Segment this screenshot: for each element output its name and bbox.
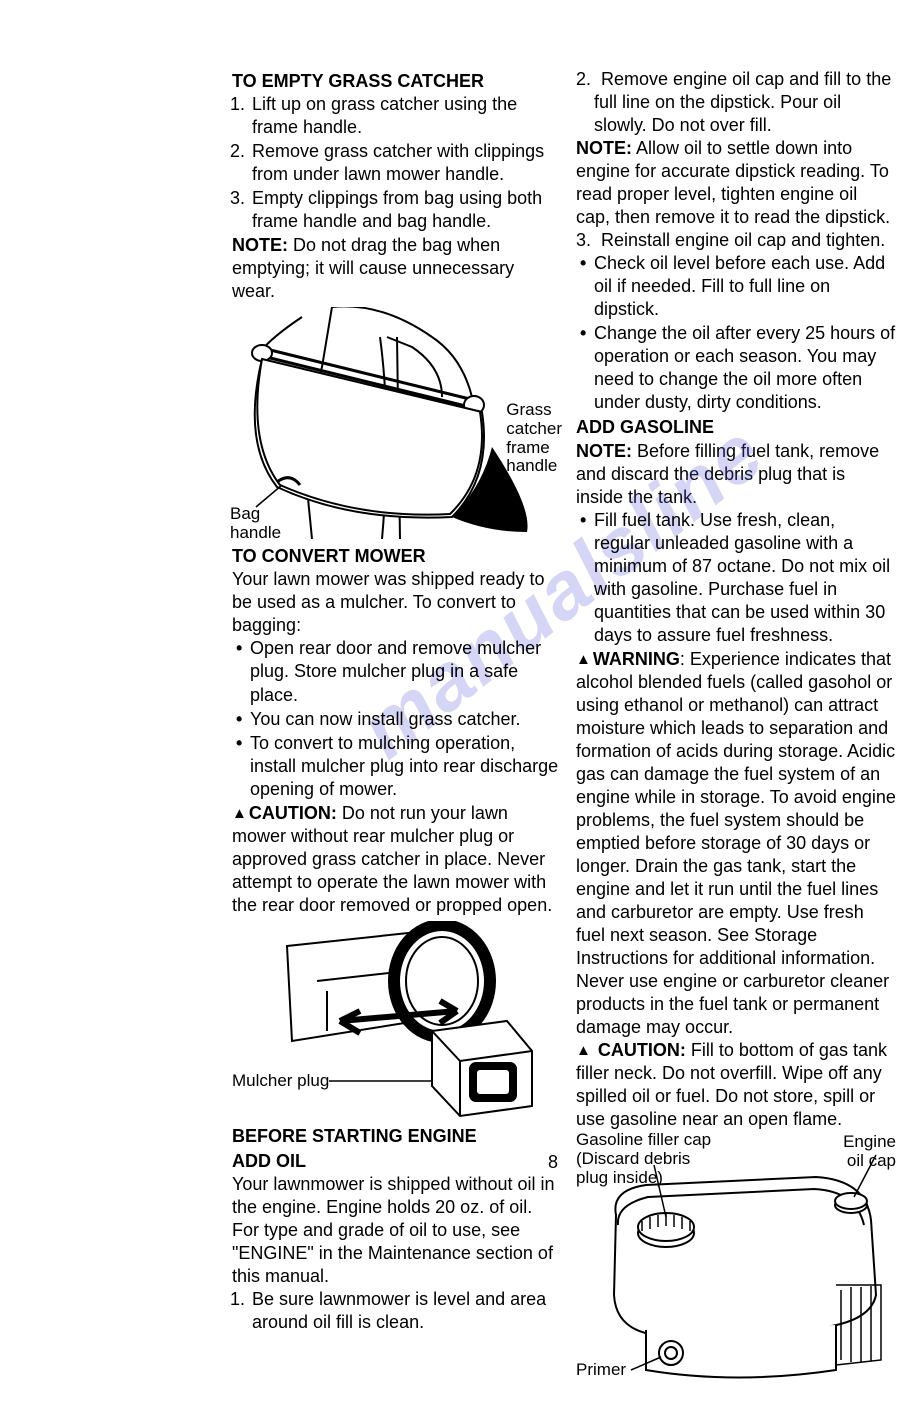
step-text: Remove engine oil cap and fill to the fu… [594,69,891,135]
list-item: Change the oil after every 25 hours of o… [576,322,896,414]
figure-mulcher-plug: Mulcher plug [232,921,560,1119]
step-num: 3. [576,230,591,250]
note-label: NOTE: [232,235,288,255]
figure-engine: Gasoline filler cap (Discard debris plug… [576,1135,896,1385]
list-item: Check oil level before each use. Add oil… [576,252,896,321]
page-number: 8 [548,1151,558,1174]
list-item: To convert to mulching operation, instal… [232,732,560,801]
label-primer: Primer [576,1361,626,1380]
gasoline-bullets: Fill fuel tank. Use fresh, clean, regula… [576,509,896,647]
add-oil-text: Your lawnmower is shipped without oil in… [232,1173,560,1288]
label-mulcher-plug: Mulcher plug [232,1072,329,1091]
convert-bullets: Open rear door and remove mulcher plug. … [232,637,560,800]
warning-gasohol: WARNING: Experience indicates that alcoh… [576,648,896,1040]
caution-label: CAUTION: [232,803,337,823]
caution-label [576,1040,598,1060]
heading-add-gasoline: ADD GASOLINE [576,416,896,439]
warning-text: : Experience indicates that alcohol blen… [576,649,896,1038]
list-item: Lift up on grass catcher using the frame… [250,93,560,139]
heading-empty-catcher: TO EMPTY GRASS CATCHER [232,70,560,93]
add-oil-steps: Be sure lawnmower is level and area arou… [232,1288,560,1334]
label-oil-cap: Engine oil cap [843,1133,896,1170]
list-item: Empty clippings from bag using both fram… [250,187,560,233]
step-3-oil: 3. Reinstall engine oil cap and tighten. [576,229,896,252]
note-drag-bag: NOTE: Do not drag the bag when emptying;… [232,234,560,303]
caution-label-text: CAUTION: [598,1040,686,1060]
note-label: NOTE: [576,441,632,461]
list-item: Remove grass catcher with clippings from… [250,140,560,186]
list-item: Be sure lawnmower is level and area arou… [250,1288,560,1334]
page-content: TO EMPTY GRASS CATCHER Lift up on grass … [0,0,918,1405]
step-2-oil: 2. Remove engine oil cap and fill to the… [576,68,896,137]
step-num: 2. [576,69,591,89]
empty-catcher-steps: Lift up on grass catcher using the frame… [232,93,560,233]
convert-intro: Your lawn mower was shipped ready to be … [232,568,560,637]
list-item: Fill fuel tank. Use fresh, clean, regula… [576,509,896,647]
heading-add-oil: ADD OIL [232,1150,560,1173]
caution-fill: CAUTION: Fill to bottom of gas tank fill… [576,1039,896,1131]
warning-label: WARNING [576,649,680,669]
heading-before-start: BEFORE STARTING ENGINE [232,1125,560,1148]
oil-bullets: Check oil level before each use. Add oil… [576,252,896,414]
step-text: Reinstall engine oil cap and tighten. [601,230,885,250]
note-label: NOTE: [576,138,632,158]
heading-convert-mower: TO CONVERT MOWER [232,545,560,568]
label-bag-handle: Bag handle [230,505,281,542]
label-gas-cap: Gasoline filler cap (Discard debris plug… [576,1131,711,1187]
note-oil-settle: NOTE: Allow oil to settle down into engi… [576,137,896,229]
list-item: Open rear door and remove mulcher plug. … [232,637,560,706]
figure-grass-catcher: Bag handle Grass catcher frame handle [232,307,560,539]
caution-convert: CAUTION: Do not run your lawn mower with… [232,802,560,917]
note-debris-plug: NOTE: Before filling fuel tank, remove a… [576,440,896,509]
label-frame-handle: Grass catcher frame handle [506,401,562,476]
list-item: You can now install grass catcher. [232,708,560,731]
